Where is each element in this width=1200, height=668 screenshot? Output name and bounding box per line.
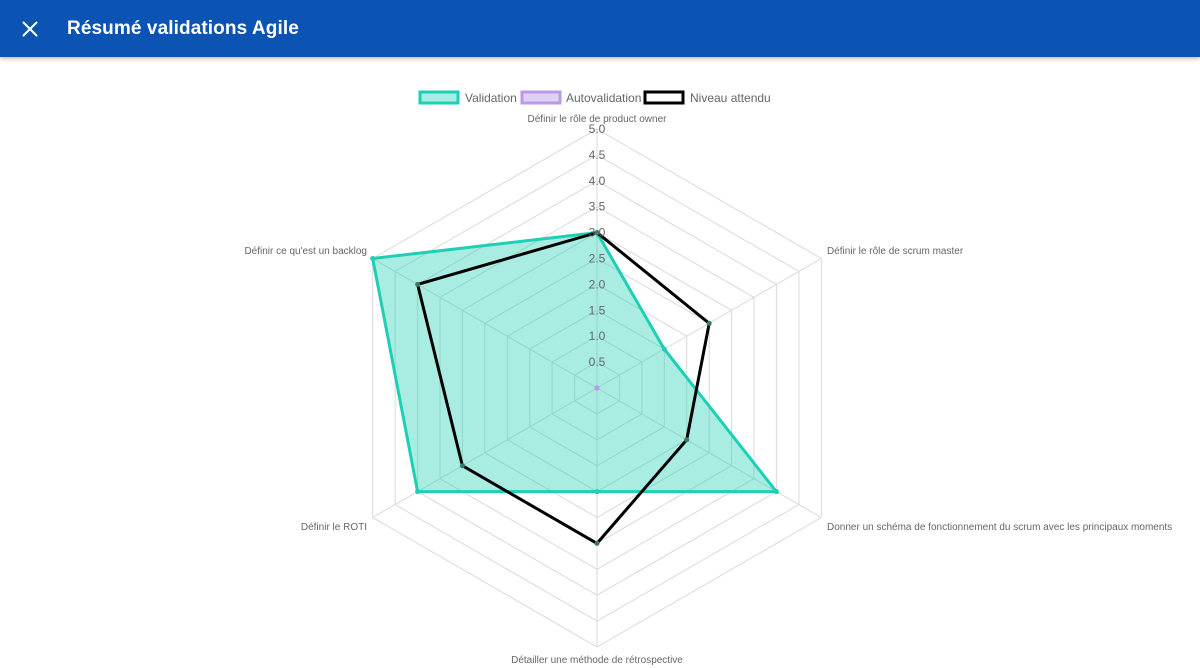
axis-category-label: Définir le ROTI [301,522,367,533]
radar-point-labels: Définir le rôle de product owner Définir … [244,114,1172,666]
legend-item[interactable]: Autovalidation [520,90,641,105]
series-point[interactable] [594,230,600,236]
axis-category-label: Détailler une méthode de rétrospective [511,655,683,666]
legend-swatch [418,90,460,105]
app-bar: Résumé validations Agile [0,0,1200,57]
legend-swatch [520,90,562,105]
tick-label: 2.0 [589,277,606,291]
tick-label: 1.0 [589,329,606,343]
axis-category-label: Définir le rôle de scrum master [827,246,964,257]
series-point[interactable] [459,463,465,469]
series-point[interactable] [594,385,600,391]
close-icon [22,21,38,36]
page-title: Résumé validations Agile [67,17,299,39]
legend-label: Niveau attendu [690,91,771,105]
radar-chart-container: Validation Autovalidation Niveau attendu 0… [0,57,1200,668]
grid-spoke [372,387,598,518]
tick-label: 3.0 [589,226,606,240]
tick-label: 5.0 [589,122,606,136]
tick-label: 1.5 [589,303,606,317]
chart-legend: Validation Autovalidation Niveau attendu [418,90,771,105]
tick-label: 2.5 [589,252,606,266]
legend-item[interactable]: Niveau attendu [643,90,771,105]
tick-label: 4.0 [589,174,606,188]
grid-spoke [372,258,598,389]
series-point[interactable] [773,489,779,495]
series-point[interactable] [415,281,421,287]
series-point[interactable] [370,256,376,261]
legend-label: Validation [465,91,517,105]
radar-chart: Validation Autovalidation Niveau attendu 0… [244,90,1172,666]
tick-label: 3.5 [589,200,606,214]
tick-label: 4.5 [589,148,606,162]
axis-category-label: Définir le rôle de product owner [528,114,668,125]
series-point[interactable] [594,540,600,546]
series-point[interactable] [684,437,690,443]
axis-category-label: Donner un schéma de fonctionnement du sc… [827,522,1172,533]
legend-item[interactable]: Validation [418,90,517,105]
series-point[interactable] [415,489,421,495]
series-point[interactable] [706,320,712,326]
tick-label: 0.5 [589,355,606,369]
legend-label: Autovalidation [566,91,641,105]
legend-swatch [643,90,685,105]
close-button[interactable] [19,18,41,40]
series-point[interactable] [661,346,667,352]
radar-ticks: 0.5 1.0 1.5 2.0 2.5 3.0 3.5 4.0 4.5 5.0 [589,122,606,369]
grid-spoke [596,387,822,518]
series-line [370,230,780,494]
radar-series [370,230,780,546]
axis-category-label: Définir ce qu'est un backlog [244,246,367,257]
series-point[interactable] [594,489,600,495]
